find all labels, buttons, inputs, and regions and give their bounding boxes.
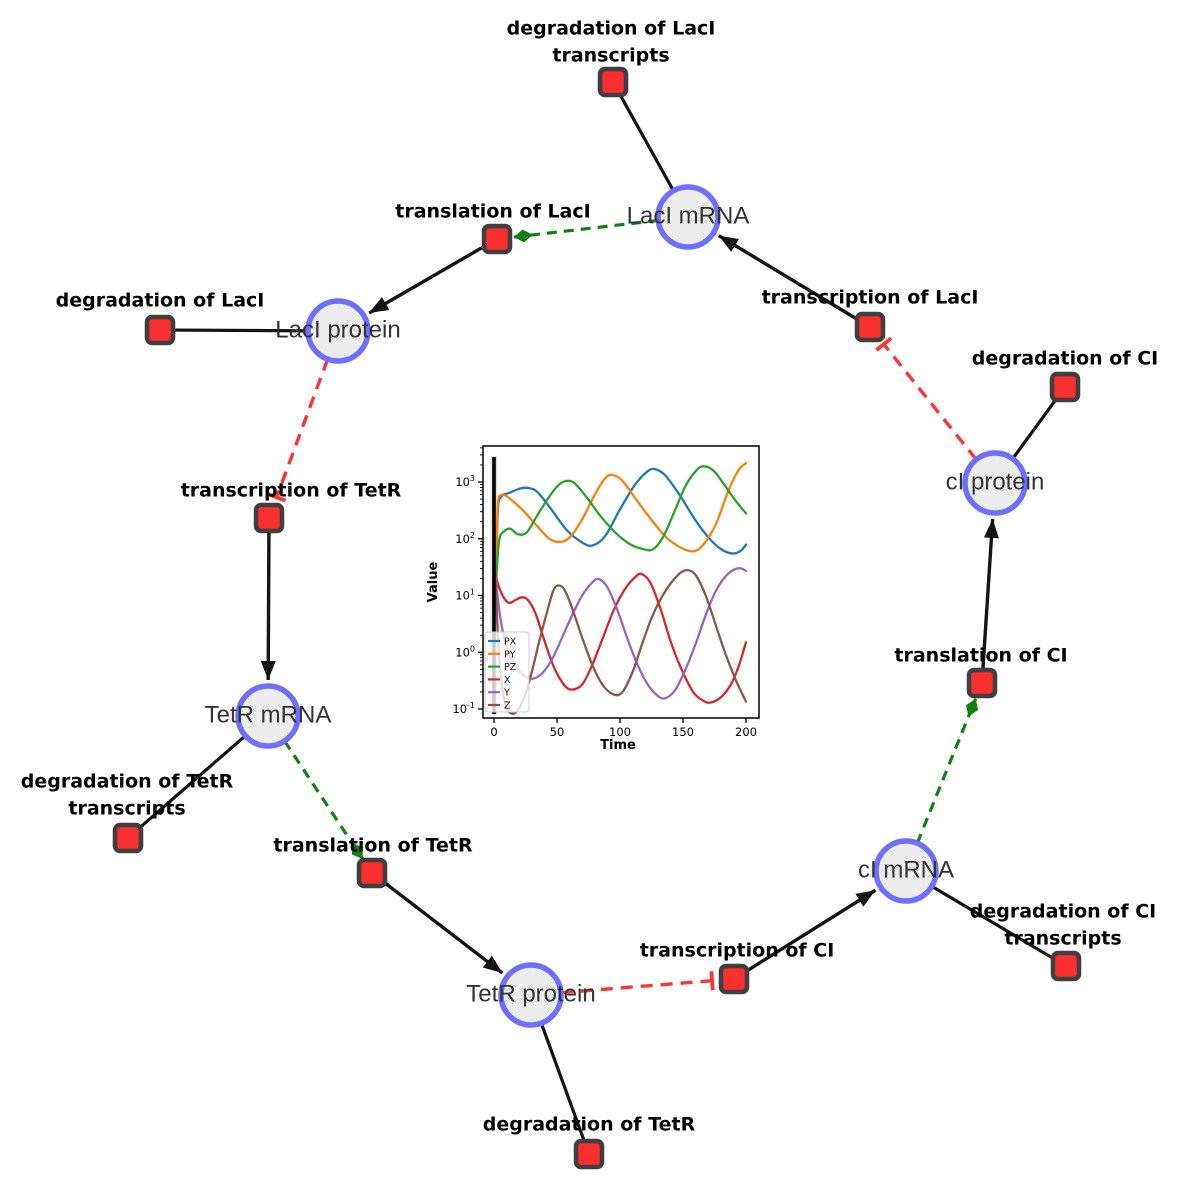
legend-item-Z: Z: [504, 701, 511, 712]
species-nodes-layer: [235, 184, 1028, 1028]
y-tick-label: 102: [455, 531, 475, 546]
species-node-tetr-protein[interactable]: [498, 962, 564, 1028]
series-curve-PY: [494, 461, 748, 580]
edge-translation-ci-to-ci-protein: [981, 518, 999, 669]
inset-chart: 0 50 100 150 20010310210110010-1TimeValuePXP…: [426, 445, 760, 753]
reaction-nodes-layer: [112, 66, 1082, 1170]
series-curve-PX: [494, 467, 748, 597]
edge-ci-protein-to-transcription-laci: [875, 336, 978, 461]
edge-ci-protein-to-deg-ci: [1010, 396, 1059, 462]
edge-translation-laci-to-laci-protein: [368, 245, 485, 315]
reaction-node-translation-ci[interactable]: [966, 667, 998, 699]
edge-laci-mrna-to-translation-laci: [513, 218, 659, 243]
reaction-node-deg-ci[interactable]: [1049, 371, 1081, 403]
species-node-ci-protein[interactable]: [962, 450, 1028, 516]
reaction-node-transcription-tetr[interactable]: [253, 502, 285, 534]
plot-frame: [482, 445, 760, 719]
species-node-tetr-mrna[interactable]: [235, 683, 301, 749]
edge-laci-protein-to-deg-laci: [172, 328, 311, 333]
y-tick-label: 101: [455, 588, 475, 603]
y-axis-label: Value: [426, 561, 441, 602]
x-axis-label: Time: [600, 738, 636, 753]
species-node-laci-protein[interactable]: [305, 298, 371, 364]
edge-tetr-mrna-to-deg-tetr-transcripts: [136, 733, 248, 831]
legend-item-PX: PX: [504, 637, 517, 648]
x-tick-label: 0: [490, 725, 497, 739]
legend-item-PY: PY: [504, 649, 516, 660]
legend-item-X: X: [504, 675, 511, 686]
reaction-node-deg-laci[interactable]: [144, 314, 176, 346]
edge-tetr-protein-to-deg-tetr: [539, 1020, 587, 1143]
edge-tetr-mrna-to-translation-tetr: [283, 740, 364, 860]
edge-translation-tetr-to-tetr-protein: [382, 880, 504, 975]
series-curve-X: [494, 572, 748, 704]
reaction-node-translation-laci[interactable]: [481, 223, 513, 255]
series-curve-PZ: [494, 465, 748, 587]
series-curve-Z: [494, 568, 748, 715]
y-tick-label: 10-1: [452, 701, 475, 716]
edge-transcription-laci-to-laci-mrna: [717, 234, 859, 321]
chart-curves: [494, 461, 748, 715]
reaction-node-translation-tetr[interactable]: [356, 857, 388, 889]
species-node-ci-mrna[interactable]: [873, 838, 939, 904]
edge-ci-mrna-to-deg-ci-transcripts: [929, 883, 1056, 961]
y-tick-label: 100: [455, 644, 475, 659]
reaction-node-transcription-laci[interactable]: [854, 311, 886, 343]
reaction-node-deg-tetr[interactable]: [573, 1138, 605, 1170]
x-tick-label: 50: [550, 725, 565, 739]
y-tick-label: 103: [455, 474, 475, 489]
edge-tetr-protein-to-transcription-ci: [560, 971, 715, 995]
x-tick-label: 100: [609, 725, 631, 739]
species-node-laci-mrna[interactable]: [655, 184, 721, 250]
reaction-node-deg-tetr-transcripts[interactable]: [112, 822, 144, 854]
x-tick-label: 150: [672, 725, 694, 739]
x-tick-label: 200: [735, 725, 757, 739]
reaction-node-deg-ci-transcripts[interactable]: [1050, 950, 1082, 982]
edge-laci-mrna-to-deg-laci-transcripts: [617, 92, 676, 194]
edge-transcription-tetr-to-tetr-mrna: [260, 532, 276, 681]
reaction-node-deg-laci-transcripts[interactable]: [597, 66, 629, 98]
edges-layer: [136, 92, 1059, 1143]
legend-item-Y: Y: [503, 688, 510, 699]
edge-laci-protein-to-transcription-tetr: [267, 358, 330, 503]
reaction-node-transcription-ci[interactable]: [718, 963, 750, 995]
edge-ci-mrna-to-translation-ci: [915, 698, 979, 844]
edge-transcription-ci-to-ci-mrna: [745, 888, 877, 973]
legend-item-PZ: PZ: [504, 662, 517, 673]
series-curve-Y: [494, 567, 748, 700]
